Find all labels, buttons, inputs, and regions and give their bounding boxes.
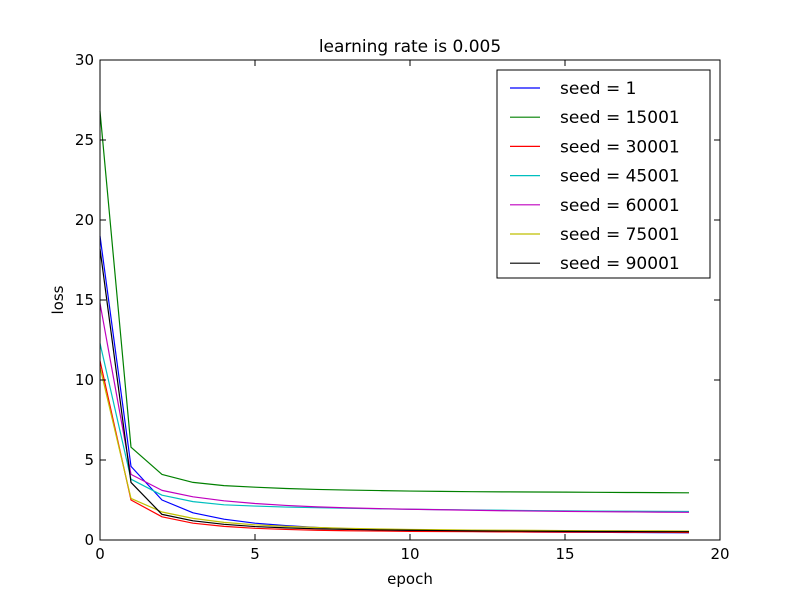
y-tick-label: 5 xyxy=(84,451,94,469)
legend-entry: seed = 45001 xyxy=(560,167,680,187)
plot-frame xyxy=(99,59,721,541)
x-tick-label: 10 xyxy=(400,545,419,563)
y-tick-label: 20 xyxy=(75,211,94,229)
y-tick-label: 10 xyxy=(75,371,94,389)
x-tick-label: 0 xyxy=(95,545,105,563)
series-line-5 xyxy=(99,303,690,513)
legend: seed = 1 seed = 15001 seed = 30001 seed = 4… xyxy=(496,69,711,279)
y-tick-label: 30 xyxy=(75,51,94,69)
legend-entry: seed = 30001 xyxy=(560,137,680,157)
y-axis-label: loss xyxy=(49,285,67,314)
legend-entry: seed = 75001 xyxy=(560,225,680,245)
x-axis-label: epoch xyxy=(387,570,433,588)
x-tick-label: 20 xyxy=(710,545,729,563)
series-line-3 xyxy=(99,360,690,534)
y-tick-label: 0 xyxy=(84,531,94,549)
series-line-2 xyxy=(99,111,690,494)
legend-box xyxy=(496,69,711,279)
legend-entry: seed = 1 xyxy=(560,79,636,99)
series-line-7 xyxy=(99,248,689,533)
legend-entry: seed = 60001 xyxy=(560,196,680,216)
y-tick-label: 15 xyxy=(75,291,94,309)
chart-title: learning rate is 0.005 xyxy=(319,37,501,57)
series-layer xyxy=(99,111,690,534)
legend-entry: seed = 15001 xyxy=(560,108,680,128)
y-tick-label: 25 xyxy=(75,131,94,149)
x-tick-label: 15 xyxy=(555,545,574,563)
x-tick-label: 5 xyxy=(250,545,260,563)
series-line-6 xyxy=(99,367,690,532)
legend-entry: seed = 90001 xyxy=(560,254,680,274)
